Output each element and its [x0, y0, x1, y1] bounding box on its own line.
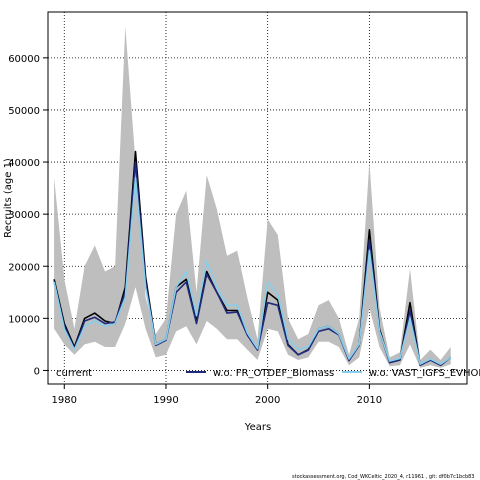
x-tick-label: 1990	[153, 395, 178, 406]
y-tick-label: 40000	[8, 158, 40, 169]
y-tick-label: 20000	[8, 262, 40, 273]
series-lines	[53, 150, 452, 367]
confidence-band	[54, 26, 451, 368]
x-tick-label: 1980	[52, 395, 77, 406]
legend-label: w.o. VAST_IGFS_EVHOE	[369, 368, 480, 379]
y-tick-label: 10000	[8, 314, 40, 325]
x-axis-title: Years	[244, 422, 271, 433]
legend: current w.o. FR_OTDEF_Biomass w.o. VAST_IG…	[56, 368, 480, 379]
y-tick-label: 60000	[8, 54, 40, 65]
plot-frame	[47, 11, 468, 385]
x-tick-label: 2000	[255, 395, 280, 406]
y-axis: 0 10000 20000 30000 40000 50000 60000	[8, 54, 48, 377]
legend-label: w.o. FR_OTDEF_Biomass	[213, 368, 334, 379]
series-line	[53, 176, 452, 366]
footer-note: stockassessment.org, Cod_WKCeltic_2020_4…	[292, 474, 475, 480]
y-tick-label: 0	[34, 366, 40, 377]
legend-label: current	[56, 368, 92, 379]
y-tick-label: 50000	[8, 106, 40, 117]
y-axis-title: Recruits (age 1)	[3, 158, 14, 238]
x-tick-label: 2010	[357, 395, 382, 406]
x-axis: 1980 1990 2000 2010	[52, 384, 382, 406]
y-tick-label: 30000	[8, 210, 40, 221]
